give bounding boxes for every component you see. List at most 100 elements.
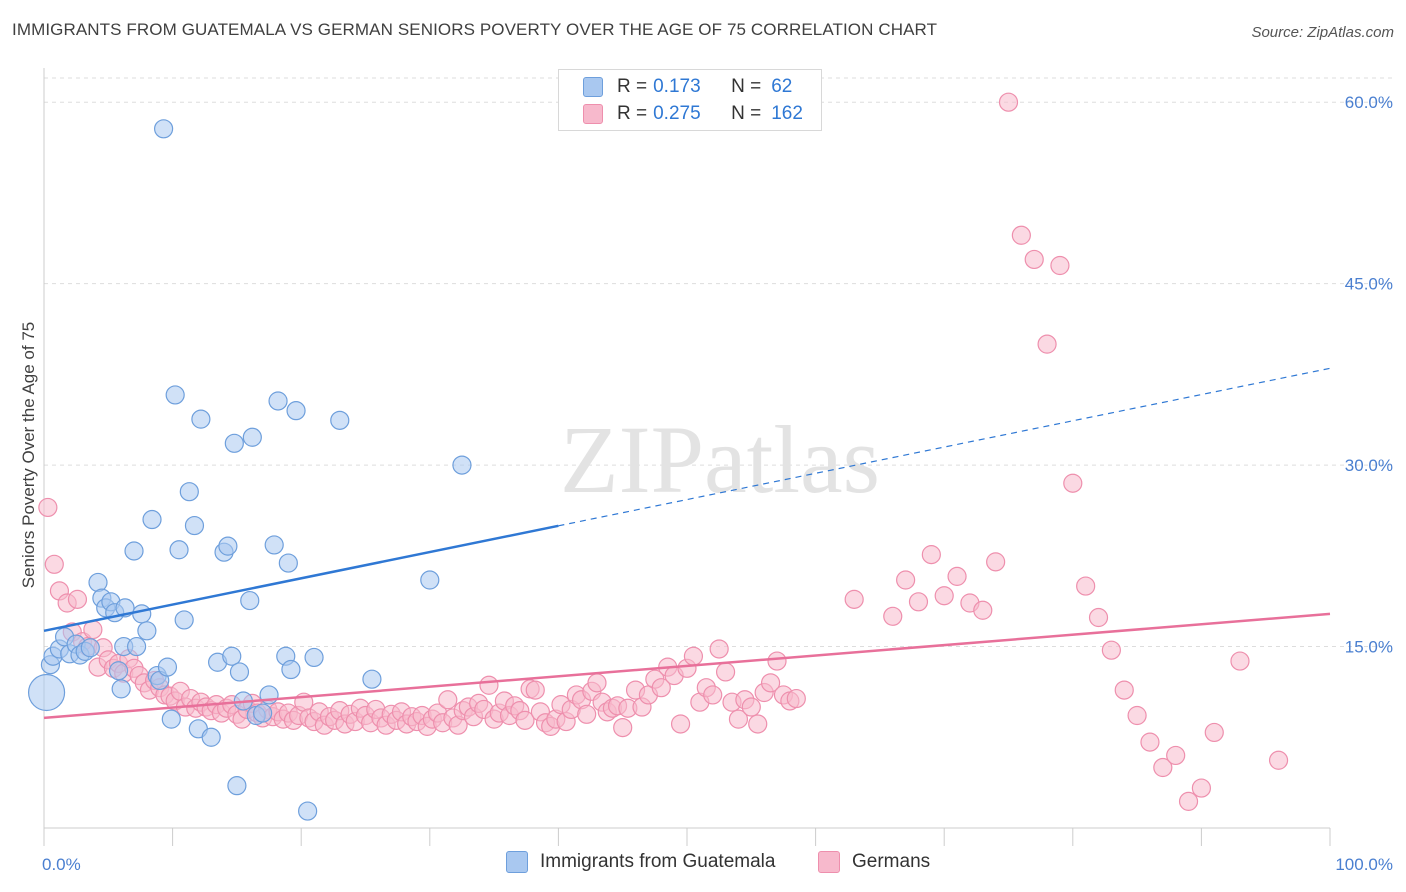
germans-point (741, 697, 761, 717)
germans-point (767, 651, 787, 671)
guatemala-point (227, 776, 247, 796)
guatemala-point (179, 482, 199, 502)
y-tick-label: 15.0% (1345, 638, 1393, 657)
n-label: N = (731, 103, 762, 124)
germans-point (1178, 791, 1199, 811)
guatemala-label: Immigrants from Guatemala (540, 851, 776, 872)
chart-title: IMMIGRANTS FROM GUATEMALA VS GERMAN SENI… (12, 20, 938, 39)
guatemala-point (165, 385, 185, 405)
guatemala-point (191, 409, 211, 429)
germans-point (1011, 225, 1031, 245)
guatemala-point (253, 703, 273, 723)
guatemala-point (218, 536, 238, 556)
germans-point (525, 680, 545, 700)
guatemala-swatch (506, 851, 528, 873)
y-tick-label: 60.0% (1345, 93, 1393, 112)
germans-point (786, 688, 806, 709)
germans-label: Germans (852, 851, 931, 872)
guatemala-point (88, 572, 108, 593)
guatemala-point (142, 509, 162, 530)
germans-point (683, 646, 704, 666)
germans-point (1204, 722, 1224, 743)
x-tick-label: 0.0% (42, 855, 81, 874)
guatemala-point (264, 535, 284, 555)
trend-lines (43, 367, 1331, 720)
germans-point (38, 497, 58, 518)
n-label: N = (731, 76, 762, 97)
germans-point (715, 662, 736, 682)
guatemala-trend-line (43, 524, 559, 633)
guatemala-point (222, 646, 242, 666)
guatemala-point (268, 391, 288, 411)
gridlines (44, 77, 1395, 648)
germans-point (1037, 334, 1057, 354)
germans-point (479, 675, 499, 695)
guatemala-point (281, 659, 301, 680)
germans-point (1140, 732, 1160, 752)
guatemala-point (286, 401, 306, 421)
y-tick-label: 30.0% (1345, 456, 1393, 475)
germans-point (709, 639, 729, 659)
germans-point (896, 570, 916, 590)
germans-point (587, 673, 607, 693)
germans-point (651, 678, 671, 698)
germans-point (1076, 576, 1096, 596)
germans-point (1088, 607, 1109, 628)
germans-point (1050, 255, 1070, 276)
series-legend: Immigrants from Guatemala Germans (0, 851, 1406, 879)
guatemala-point (80, 638, 100, 658)
germans-point (67, 589, 88, 609)
series1-swatch (583, 77, 603, 97)
guatemala-point (157, 657, 178, 677)
guatemala-point (452, 455, 472, 475)
guatemala-point (174, 610, 194, 630)
germans-swatch (818, 851, 840, 873)
chart-source: Source: ZipAtlas.com (1251, 24, 1394, 41)
germans-point (844, 589, 864, 609)
germans-point (883, 606, 903, 626)
legend-row-series2: R = 0.275 N = 162 (583, 101, 803, 127)
guatemala-point (124, 541, 144, 561)
germans-point (1153, 757, 1173, 778)
y-tick-label: 45.0% (1345, 275, 1393, 294)
germans-point (748, 714, 768, 734)
germans-point (515, 710, 535, 730)
germans-point (973, 600, 993, 620)
germans-point (1114, 680, 1134, 700)
guatemala-point (111, 679, 131, 699)
germans-point (921, 545, 941, 565)
r-value: 0.275 (653, 103, 701, 124)
guatemala-point (108, 661, 129, 681)
guatemala-point (161, 709, 181, 729)
guatemala-point (201, 727, 221, 747)
legend-item-germans[interactable]: Germans (818, 851, 930, 873)
guatemala-point (242, 427, 262, 447)
germans-point (947, 566, 967, 586)
guatemala-point (137, 621, 157, 641)
points (27, 92, 1289, 821)
guatemala-point (278, 553, 298, 573)
x-tick-label: 100.0% (1335, 855, 1393, 874)
germans-point (1063, 473, 1083, 493)
germans-point (908, 592, 929, 612)
germans-point (1024, 249, 1044, 270)
germans-point (44, 554, 64, 574)
germans-point (998, 92, 1019, 112)
germans-point (728, 709, 749, 729)
stats-legend: R = 0.173 N = 62 R = 0.275 N = 162 (558, 69, 822, 131)
n-value: 162 (771, 103, 803, 124)
germans-point (670, 714, 691, 734)
guatemala-point (126, 636, 147, 657)
guatemala-point (420, 570, 440, 590)
watermark: ZIPatlas (560, 406, 880, 513)
germans-point (438, 690, 458, 710)
guatemala-point (362, 669, 382, 689)
germans-point (1127, 705, 1147, 726)
germans-point (986, 552, 1006, 572)
guatemala-point (27, 673, 66, 712)
guatemala-point (184, 515, 205, 536)
germans-point (577, 704, 597, 724)
germans-point (1166, 745, 1186, 766)
legend-item-guatemala[interactable]: Immigrants from Guatemala (506, 851, 775, 873)
